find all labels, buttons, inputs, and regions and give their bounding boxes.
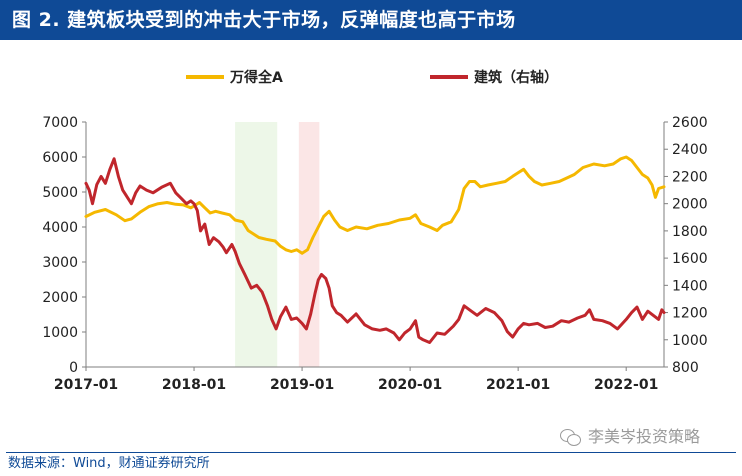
- y-left-tick-label: 3000: [42, 255, 78, 271]
- x-tick-label: 2020-01: [378, 377, 442, 393]
- y-right-tick-label: 2200: [672, 169, 708, 185]
- watermark-text: 李美岑投资策略: [588, 427, 701, 446]
- y-left-tick-label: 4000: [42, 220, 78, 236]
- y-left-tick-label: 0: [69, 360, 78, 376]
- y-left-tick-label: 1000: [42, 325, 78, 341]
- legend: 万得全A 建筑（右轴）: [186, 69, 558, 86]
- y-right-tick-label: 1400: [672, 278, 708, 294]
- footer-divider: [6, 452, 736, 453]
- x-tick-label: 2017-01: [54, 377, 118, 393]
- y-left-tick-label: 7000: [42, 115, 78, 131]
- legend-label-1: 万得全A: [229, 69, 283, 86]
- x-tick-label: 2018-01: [162, 377, 226, 393]
- wechat-icon: [560, 428, 582, 446]
- y-right-tick-label: 1800: [672, 224, 708, 240]
- y-left-tick-label: 2000: [42, 290, 78, 306]
- y-right-tick-label: 2400: [672, 142, 708, 158]
- series-line-wind-a: [84, 155, 666, 255]
- x-tick-label: 2022-01: [594, 377, 658, 393]
- legend-label-2: 建筑（右轴）: [474, 69, 558, 86]
- y-right-tick-label: 800: [672, 360, 699, 376]
- shaded-period-1: [235, 122, 278, 367]
- y-right-tick-label: 1600: [672, 251, 708, 267]
- y-right-tick-label: 2600: [672, 115, 708, 131]
- series: [84, 155, 666, 344]
- y-right-tick-label: 2000: [672, 197, 708, 213]
- series-line-construction: [84, 157, 666, 344]
- data-source: 数据来源：Wind，财通证券研究所: [8, 456, 210, 471]
- y-left-tick-label: 6000: [42, 150, 78, 166]
- y-right-tick-label: 1000: [672, 333, 708, 349]
- watermark: 李美岑投资策略: [560, 426, 700, 448]
- axes: 0 1000 2000 3000 4000 5000 6000 7000 800 1000 1200…: [42, 115, 707, 393]
- y-left-tick-label: 5000: [42, 185, 78, 201]
- chart-canvas: 万得全A 建筑（右轴） 0 1000 2000 3000 4000 5000 6000 7000…: [42, 69, 707, 393]
- x-tick-label: 2021-01: [486, 377, 550, 393]
- chart-title: 图 2. 建筑板块受到的冲击大于市场，反弹幅度也高于市场: [0, 0, 742, 40]
- x-tick-label: 2019-01: [270, 377, 334, 393]
- y-right-tick-label: 1200: [672, 306, 708, 322]
